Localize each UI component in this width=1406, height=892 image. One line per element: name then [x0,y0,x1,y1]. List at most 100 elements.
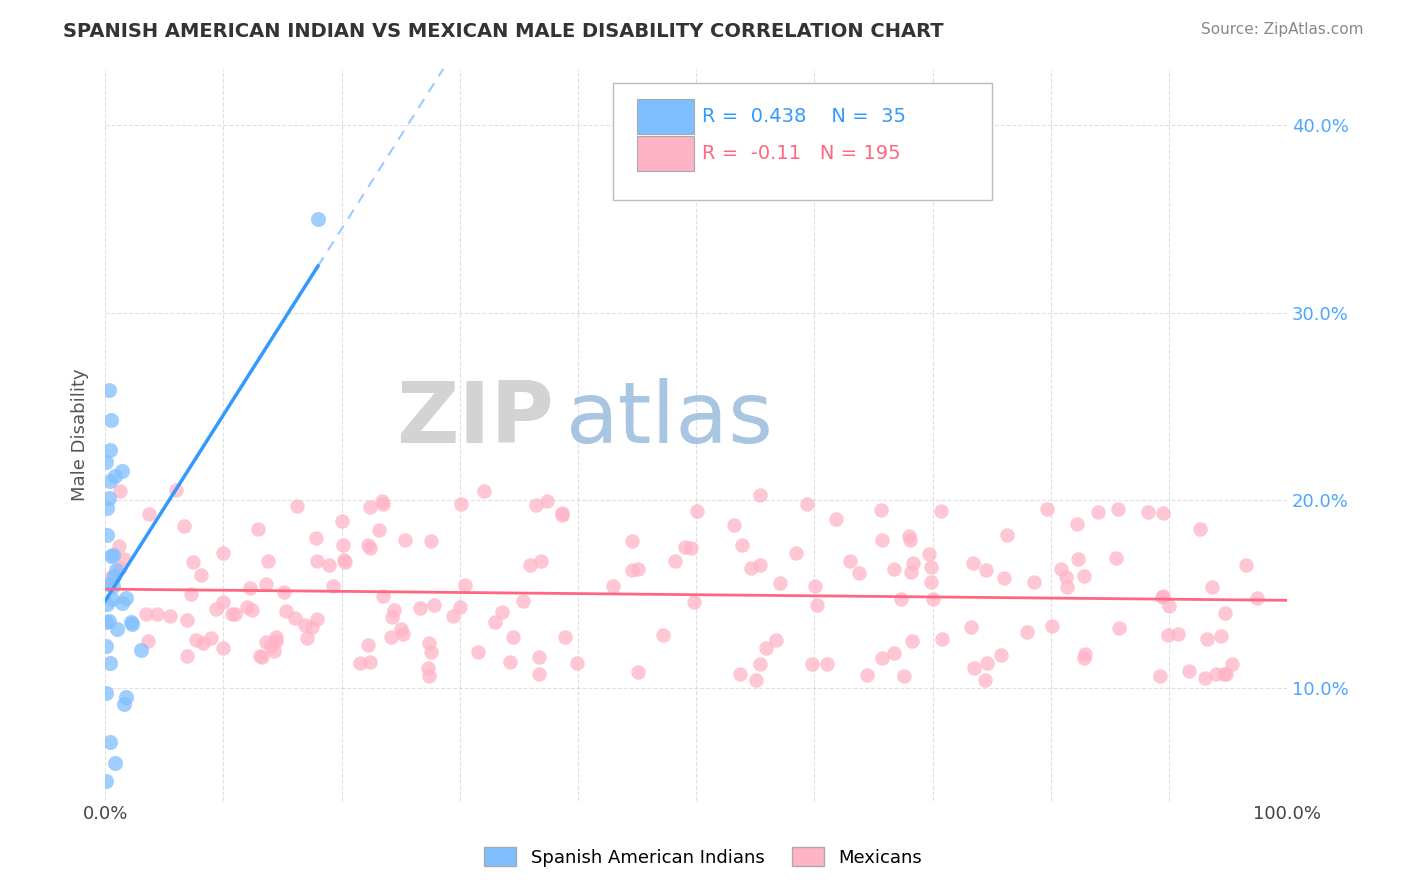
Point [1049,562,1071,576]
Point [796,497,818,511]
Point [211,545,233,559]
Point [135,607,157,622]
Point [173,519,195,533]
Point [381,609,404,624]
Point [441,609,464,624]
Point [755,640,778,655]
Point [744,673,766,687]
Point [1056,580,1078,594]
Point [681,541,703,555]
Point [264,634,287,648]
Point [454,577,477,591]
Point [1149,669,1171,683]
Point [1167,627,1189,641]
Point [108,561,131,575]
Point [519,558,541,573]
Point [1087,506,1109,520]
Point [100,413,122,427]
Point [855,668,877,682]
Point [97,571,120,585]
Point [529,649,551,664]
Point [263,643,285,657]
Point [239,581,262,595]
Point [1108,621,1130,635]
Point [995,528,1018,542]
Point [357,638,380,652]
Point [825,512,848,526]
Point [740,560,762,574]
Point [211,595,233,609]
Point [529,554,551,568]
Point [138,507,160,521]
Point [785,546,807,560]
Point [1157,627,1180,641]
Point [115,591,138,605]
Point [627,665,650,679]
Point [359,541,381,555]
Point [893,669,915,683]
Point [922,592,945,607]
Point [920,560,942,574]
Point [423,599,446,613]
Point [1188,522,1211,536]
Point [159,608,181,623]
Point [728,666,751,681]
Point [186,633,208,648]
Point [1152,590,1174,604]
Point [959,620,981,634]
Point [108,483,131,498]
Point [115,690,138,705]
Point [748,487,770,501]
Point [765,632,787,647]
Point [1074,648,1097,662]
Point [1213,607,1236,621]
Point [883,562,905,576]
Point [409,601,432,615]
Point [917,548,939,562]
Point [512,594,534,608]
Point [96,615,118,629]
Text: atlas: atlas [567,378,775,461]
Point [962,556,984,570]
Text: R =  0.438    N =  35: R = 0.438 N = 35 [702,107,905,127]
Point [990,648,1012,663]
Point [804,579,827,593]
Point [686,504,709,518]
Point [100,592,122,607]
Point [499,655,522,669]
Point [1220,657,1243,671]
Point [391,627,413,641]
Point [105,623,128,637]
Point [1036,502,1059,516]
Point [418,636,440,650]
Point [554,630,576,644]
Point [602,579,624,593]
Point [1209,629,1232,643]
Point [212,641,235,656]
Point [848,566,870,580]
Point [1201,580,1223,594]
Point [96,597,118,611]
Point [98,656,121,670]
Point [318,558,340,573]
Point [305,553,328,567]
Point [1137,505,1160,519]
Point [356,539,378,553]
Point [801,657,824,671]
Point [96,527,118,541]
Point [450,497,472,511]
Point [332,538,354,552]
Point [112,697,135,711]
Point [221,607,243,621]
Point [1054,570,1077,584]
Point [1067,551,1090,566]
Point [1195,632,1218,646]
Point [419,533,441,548]
Point [748,657,770,672]
Point [333,555,356,569]
Point [246,522,269,536]
Point [870,650,893,665]
Point [180,587,202,601]
Point [257,553,280,567]
Point [900,533,922,547]
